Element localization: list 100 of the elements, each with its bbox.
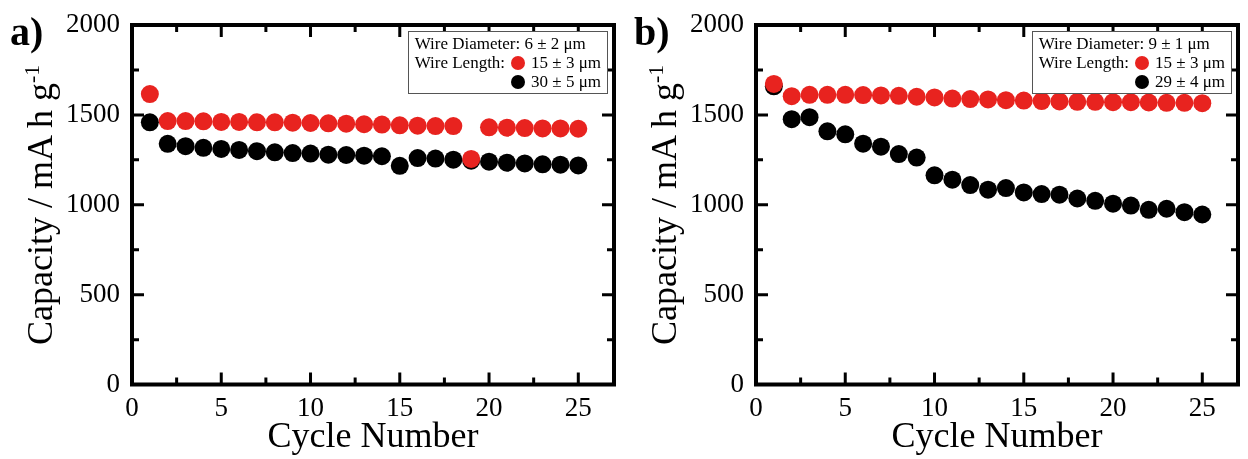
point (283, 144, 302, 163)
point (408, 116, 427, 135)
point (1086, 191, 1105, 210)
point (854, 86, 873, 105)
point (515, 154, 534, 173)
point (194, 138, 213, 157)
point (996, 179, 1015, 198)
point (337, 146, 356, 164)
point (247, 142, 266, 161)
point (212, 112, 231, 131)
point (961, 90, 980, 109)
point (158, 112, 177, 131)
point (247, 113, 266, 132)
point (1068, 189, 1087, 208)
point (390, 156, 409, 175)
point (800, 85, 819, 104)
point (265, 113, 284, 132)
point (301, 144, 320, 163)
point (319, 145, 338, 164)
point (836, 85, 855, 104)
point (515, 119, 534, 138)
point (390, 116, 409, 135)
point (1157, 93, 1176, 112)
point (319, 114, 338, 133)
point (497, 153, 516, 172)
point (1139, 200, 1158, 219)
point (1032, 92, 1051, 111)
point (996, 91, 1015, 110)
point (569, 156, 588, 175)
legend-label: 29 ± 4 μm (1155, 72, 1225, 91)
point (1068, 92, 1087, 111)
point (480, 118, 499, 137)
point (1175, 203, 1194, 222)
point (1175, 93, 1194, 112)
point (943, 170, 962, 189)
point (1121, 196, 1140, 215)
point (265, 143, 284, 162)
point (1121, 93, 1140, 112)
point (230, 112, 249, 131)
x-tick-label: 5 (838, 391, 853, 422)
annotation: Wire Length: (414, 53, 506, 72)
y-tick-label: 2000 (690, 8, 744, 39)
point (551, 119, 570, 138)
point (337, 114, 356, 133)
point (889, 145, 908, 164)
point (907, 87, 926, 106)
point (818, 122, 837, 141)
point (1139, 93, 1158, 112)
point (1157, 199, 1176, 218)
point (925, 166, 944, 185)
legend-label: 15 ± 3 μm (1155, 53, 1225, 72)
point (1032, 185, 1051, 204)
x-tick-label: 5 (214, 391, 229, 422)
point (818, 85, 837, 104)
point (283, 113, 302, 132)
y-tick-label: 1000 (690, 187, 744, 218)
legend-label: 15 ± 3 μm (531, 53, 601, 72)
point (480, 152, 499, 171)
point (1104, 93, 1123, 112)
point (836, 125, 855, 144)
y-tick-label: 500 (79, 277, 120, 308)
x-tick-label: 0 (125, 391, 139, 422)
point (889, 86, 908, 105)
point (408, 149, 427, 168)
legend-title: Wire Diameter: 9 ± 1 μm (1038, 34, 1211, 53)
y-tick-label: 1000 (66, 187, 120, 218)
point (569, 119, 588, 138)
point (140, 113, 159, 132)
point (1193, 205, 1212, 224)
point (230, 140, 249, 159)
x-tick-label: 25 (1188, 391, 1216, 422)
y-tick-label: 1500 (690, 97, 744, 128)
y-tick-label: 0 (730, 367, 744, 398)
point (372, 147, 391, 166)
point (1193, 94, 1212, 113)
point (444, 117, 463, 136)
point (961, 176, 980, 195)
point (533, 119, 552, 138)
point (212, 139, 231, 158)
point (1086, 92, 1105, 111)
point (497, 118, 516, 137)
point (444, 150, 463, 169)
point (1050, 92, 1069, 111)
point (355, 115, 374, 134)
point (800, 108, 819, 127)
point (979, 90, 998, 109)
point (907, 148, 926, 167)
point (533, 155, 552, 174)
point (301, 113, 320, 132)
chart-title: b) (634, 8, 670, 55)
annotation: Wire Length: (1038, 53, 1130, 72)
point (1050, 185, 1069, 204)
point (551, 155, 570, 174)
x-tick-label: 0 (749, 391, 763, 422)
legend-label: 30 ± 5 μm (531, 72, 601, 91)
chart-title: a) (10, 8, 44, 55)
point (871, 137, 890, 156)
y-tick-label: 1500 (66, 97, 120, 128)
point (372, 115, 391, 134)
point (158, 134, 177, 153)
